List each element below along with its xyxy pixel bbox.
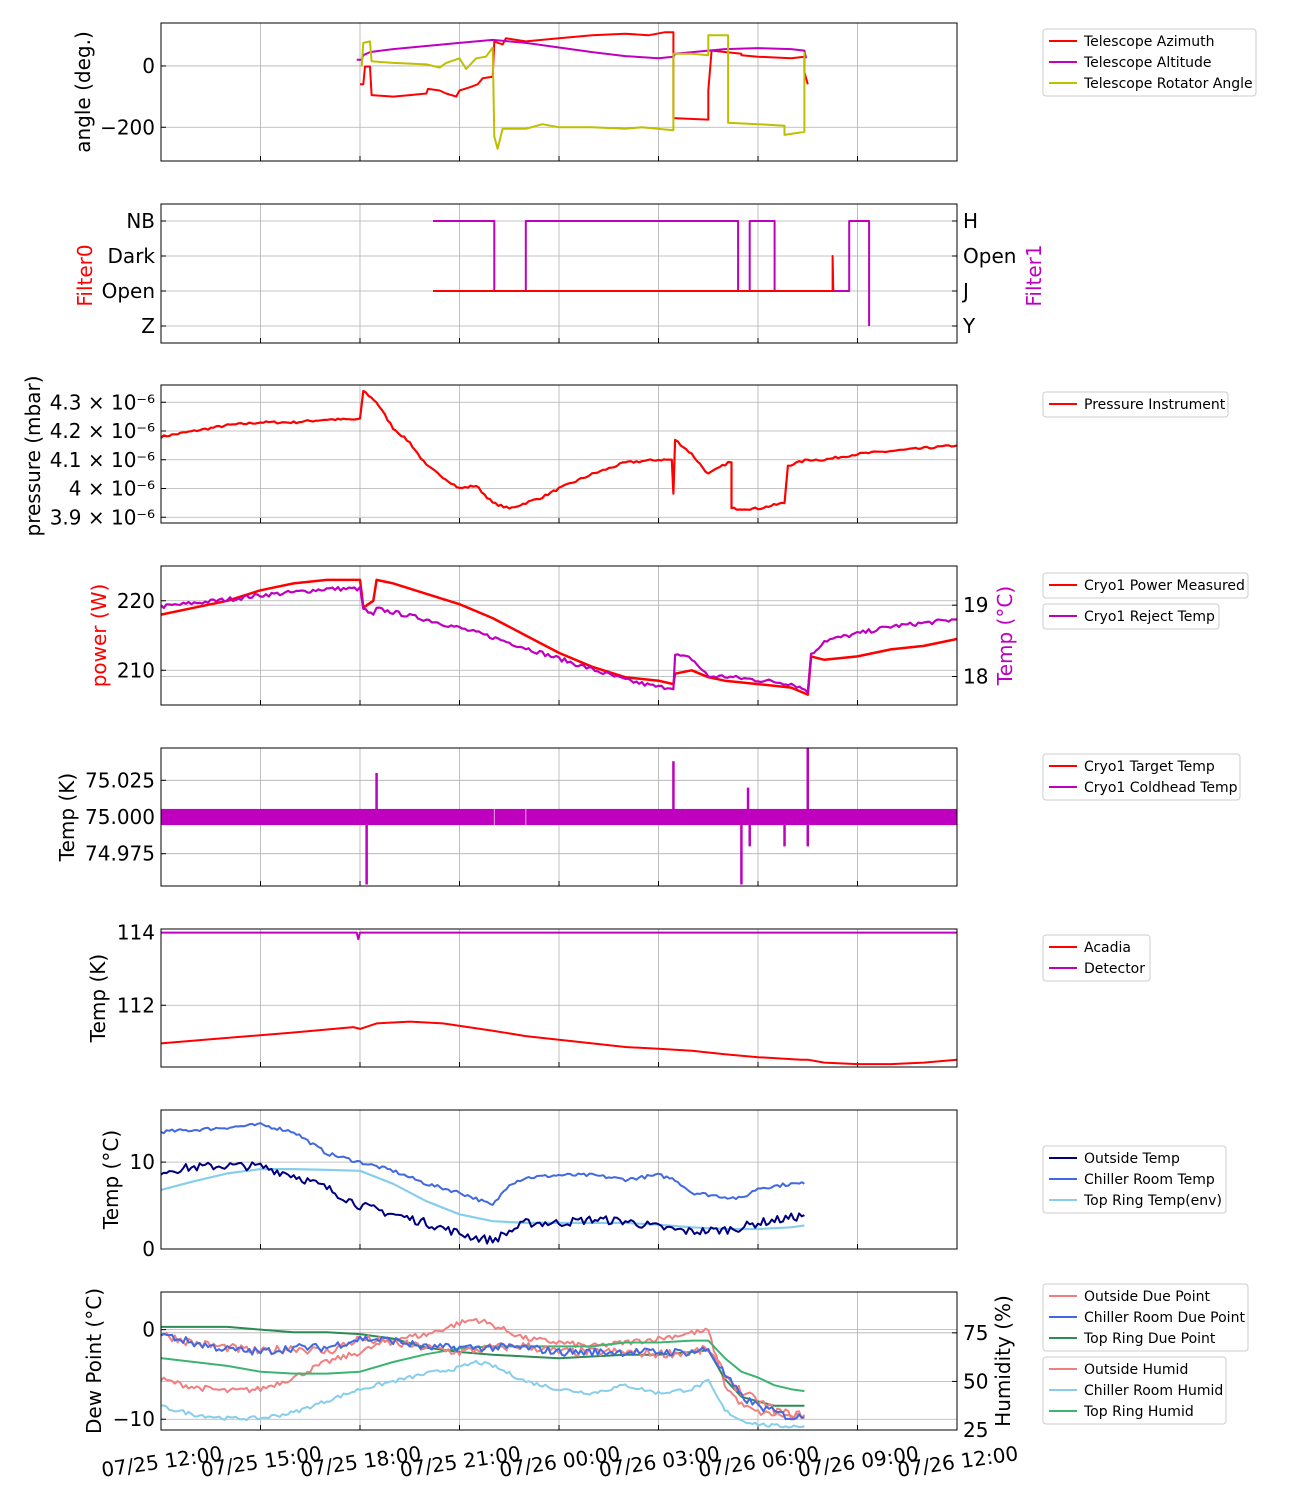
legend-box xyxy=(1042,572,1249,599)
filter1-tick-label: Y xyxy=(962,314,976,338)
y-tick-label: 114 xyxy=(117,921,155,945)
y-tick-label: 74.975 xyxy=(85,842,155,866)
y-axis-label-right: Temp (°C) xyxy=(993,586,1017,686)
legend-box xyxy=(1042,753,1241,801)
series-line-filter0 xyxy=(433,255,835,292)
filter0-tick-label: Dark xyxy=(108,244,156,268)
series-line-telescope-altitude xyxy=(356,38,808,61)
plot-frame xyxy=(160,1109,958,1250)
y-axis-label: Temp (°C) xyxy=(99,1130,123,1230)
legend-label: Cryo1 Coldhead Temp xyxy=(1084,780,1238,796)
series-line-filter1 xyxy=(433,220,871,326)
y-tick-label: 220 xyxy=(117,589,155,613)
y-tick-label: 4 × 10⁻⁶ xyxy=(69,477,155,501)
y-tick-label: 3.9 × 10⁻⁶ xyxy=(50,505,155,529)
plot-frame xyxy=(160,203,958,344)
y-tick-label: 0 xyxy=(142,1237,155,1261)
legend-box xyxy=(1042,391,1229,418)
legend-label: Outside Humid xyxy=(1084,1362,1188,1378)
legend-label: Acadia xyxy=(1084,940,1131,956)
series-line-chiller-room-temp xyxy=(160,1122,805,1206)
legend-box xyxy=(1042,1283,1249,1352)
y-axis-label: Temp (K) xyxy=(55,773,79,862)
legend-label: Outside Due Point xyxy=(1084,1289,1211,1305)
series-band-cryo1-coldhead-temp xyxy=(161,808,957,826)
plot-frame xyxy=(160,22,958,162)
series-line-top-ring-humid xyxy=(160,1339,805,1393)
legend-box xyxy=(1042,28,1257,97)
series-line-detector xyxy=(161,931,957,941)
series-line-outside-humid xyxy=(160,1317,805,1420)
filter0-tick-label: Open xyxy=(102,279,155,303)
legend-label: Telescope Azimuth xyxy=(1083,34,1214,50)
y-tick-label: −200 xyxy=(100,115,155,139)
y-tick-label: 4.2 × 10⁻⁶ xyxy=(50,419,155,443)
y-axis-label-right: Filter1 xyxy=(1022,244,1046,306)
legend-label: Cryo1 Target Temp xyxy=(1084,759,1215,775)
y-tick-label: 0 xyxy=(142,54,155,78)
legend-label: Top Ring Humid xyxy=(1083,1404,1194,1420)
series-line-acadia xyxy=(160,1020,958,1066)
y-tick-label: 112 xyxy=(117,993,155,1017)
legend-label: Telescope Altitude xyxy=(1083,55,1212,71)
y-tick-label: 4.1 × 10⁻⁶ xyxy=(50,448,155,472)
plot-frame xyxy=(160,565,958,706)
y-axis-label: angle (deg.) xyxy=(71,31,95,153)
y-axis-label-left: power (W) xyxy=(87,584,111,688)
y-axis-label: Temp (K) xyxy=(86,954,110,1043)
plot-frame xyxy=(160,384,958,524)
y2-tick-label: 19 xyxy=(963,593,988,617)
y-axis-label-right: Humidity (%) xyxy=(991,1295,1015,1427)
y-tick-label: 4.3 × 10⁻⁶ xyxy=(50,390,155,414)
series-line-cryo1-reject-temp xyxy=(160,585,957,694)
legend-label: Pressure Instrument xyxy=(1084,397,1226,413)
y-tick-label: −10 xyxy=(113,1407,155,1431)
legend-label: Outside Temp xyxy=(1084,1151,1180,1167)
series-line-chiller-room-due-point xyxy=(160,1332,805,1421)
y-tick-label: 75.025 xyxy=(85,768,155,792)
plot-frame xyxy=(160,928,958,1068)
legend-label: Chiller Room Due Point xyxy=(1084,1310,1245,1326)
y-tick-label: 10 xyxy=(130,1150,155,1174)
series-line-top-ring-due-point xyxy=(161,1325,805,1407)
y-axis-label: pressure (mbar) xyxy=(21,375,45,536)
y-axis-label-left: Dew Point (°C) xyxy=(82,1288,106,1434)
y2-tick-label: 18 xyxy=(963,664,988,688)
series-line-pressure-instrument xyxy=(160,389,958,511)
series-line-outside-due-point xyxy=(160,1331,806,1420)
filter1-tick-label: H xyxy=(963,209,978,233)
series-line-telescope-rotator-angle xyxy=(360,34,806,150)
legend-label: Telescope Rotator Angle xyxy=(1083,76,1253,92)
y-tick-label: 75.000 xyxy=(85,805,155,829)
legend-label: Chiller Room Humid xyxy=(1084,1383,1223,1399)
y2-tick-label: 25 xyxy=(963,1418,988,1442)
legend-label: Top Ring Due Point xyxy=(1083,1331,1216,1347)
legend-box xyxy=(1042,1145,1227,1214)
legend-box xyxy=(1042,1356,1227,1425)
legend-label: Chiller Room Temp xyxy=(1084,1172,1215,1188)
legend-label: Cryo1 Power Measured xyxy=(1084,578,1245,594)
series-line-outside-temp xyxy=(160,1161,805,1245)
y2-tick-label: 50 xyxy=(963,1369,988,1393)
filter0-tick-label: Z xyxy=(141,314,155,338)
y2-tick-label: 75 xyxy=(963,1321,988,1345)
legend-box xyxy=(1042,603,1220,630)
series-line-chiller-room-humid xyxy=(160,1359,805,1429)
legend-label: Cryo1 Reject Temp xyxy=(1084,609,1215,625)
y-tick-label: 0 xyxy=(142,1318,155,1342)
filter1-tick-label: Open xyxy=(963,244,1016,268)
y-tick-label: 210 xyxy=(117,658,155,682)
legend-label: Top Ring Temp(env) xyxy=(1083,1193,1222,1209)
filter1-tick-label: J xyxy=(961,279,969,303)
legend-label: Detector xyxy=(1084,961,1145,977)
plot-frame xyxy=(160,747,958,887)
plot-frame xyxy=(160,1291,958,1431)
filter0-tick-label: NB xyxy=(126,209,155,233)
y-axis-label-left: Filter0 xyxy=(73,244,97,306)
